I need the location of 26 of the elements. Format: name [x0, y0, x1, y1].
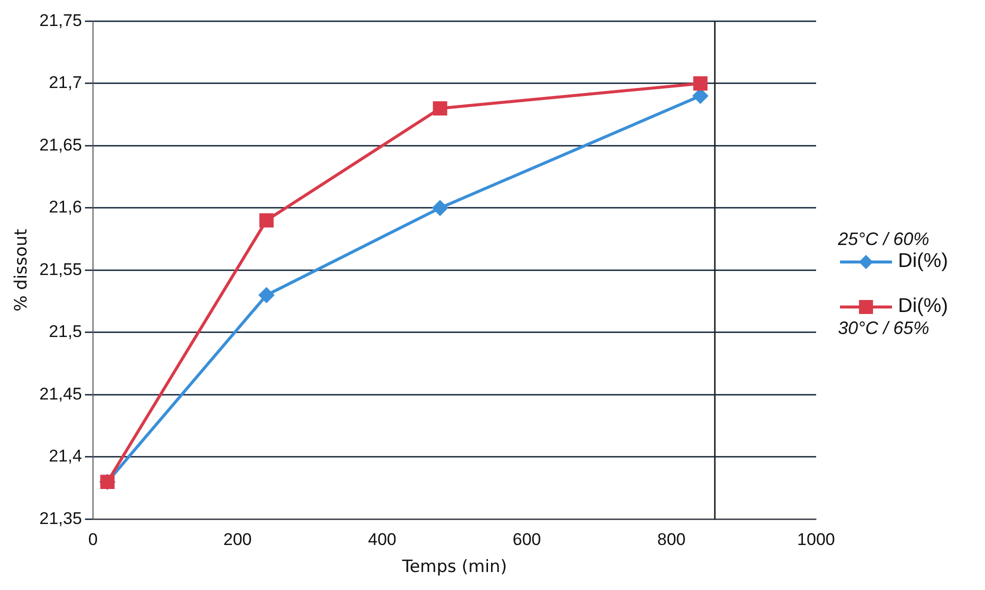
- point: [693, 76, 708, 91]
- y-tick-label: 21,7: [48, 73, 82, 92]
- point: [432, 101, 448, 116]
- y-tick-label: 21,65: [39, 135, 82, 154]
- text: 30°C / 65%: [838, 318, 930, 339]
- y-tick-label: 21,55: [39, 260, 82, 279]
- legend-label: Di(%): [898, 295, 948, 318]
- y-tick-label: 21,5: [48, 322, 82, 342]
- y-axis-title: % dissout: [12, 228, 32, 312]
- point: [259, 288, 274, 303]
- text: 25°C / 60%: [838, 229, 930, 250]
- point: [259, 213, 274, 228]
- x-tick-label: 400: [368, 530, 396, 550]
- x-axis-title: Temps (min): [401, 557, 507, 578]
- y-tick-label: 21,35: [39, 508, 82, 528]
- x-tick-label: 600: [512, 530, 542, 550]
- legend-label: Di(%): [898, 250, 948, 273]
- x-tick-label: 1000: [797, 530, 836, 550]
- y-tick-label: 21,4: [48, 446, 82, 466]
- y-tick-label: 21,45: [39, 384, 82, 404]
- y-tick-label: 21,6: [48, 198, 82, 217]
- x-tick-label: 200: [223, 530, 252, 550]
- x-tick-label: 0: [88, 530, 98, 550]
- y-tick-label: 21,75: [39, 10, 82, 30]
- point: [432, 200, 448, 216]
- x-tick-label: 800: [657, 530, 686, 550]
